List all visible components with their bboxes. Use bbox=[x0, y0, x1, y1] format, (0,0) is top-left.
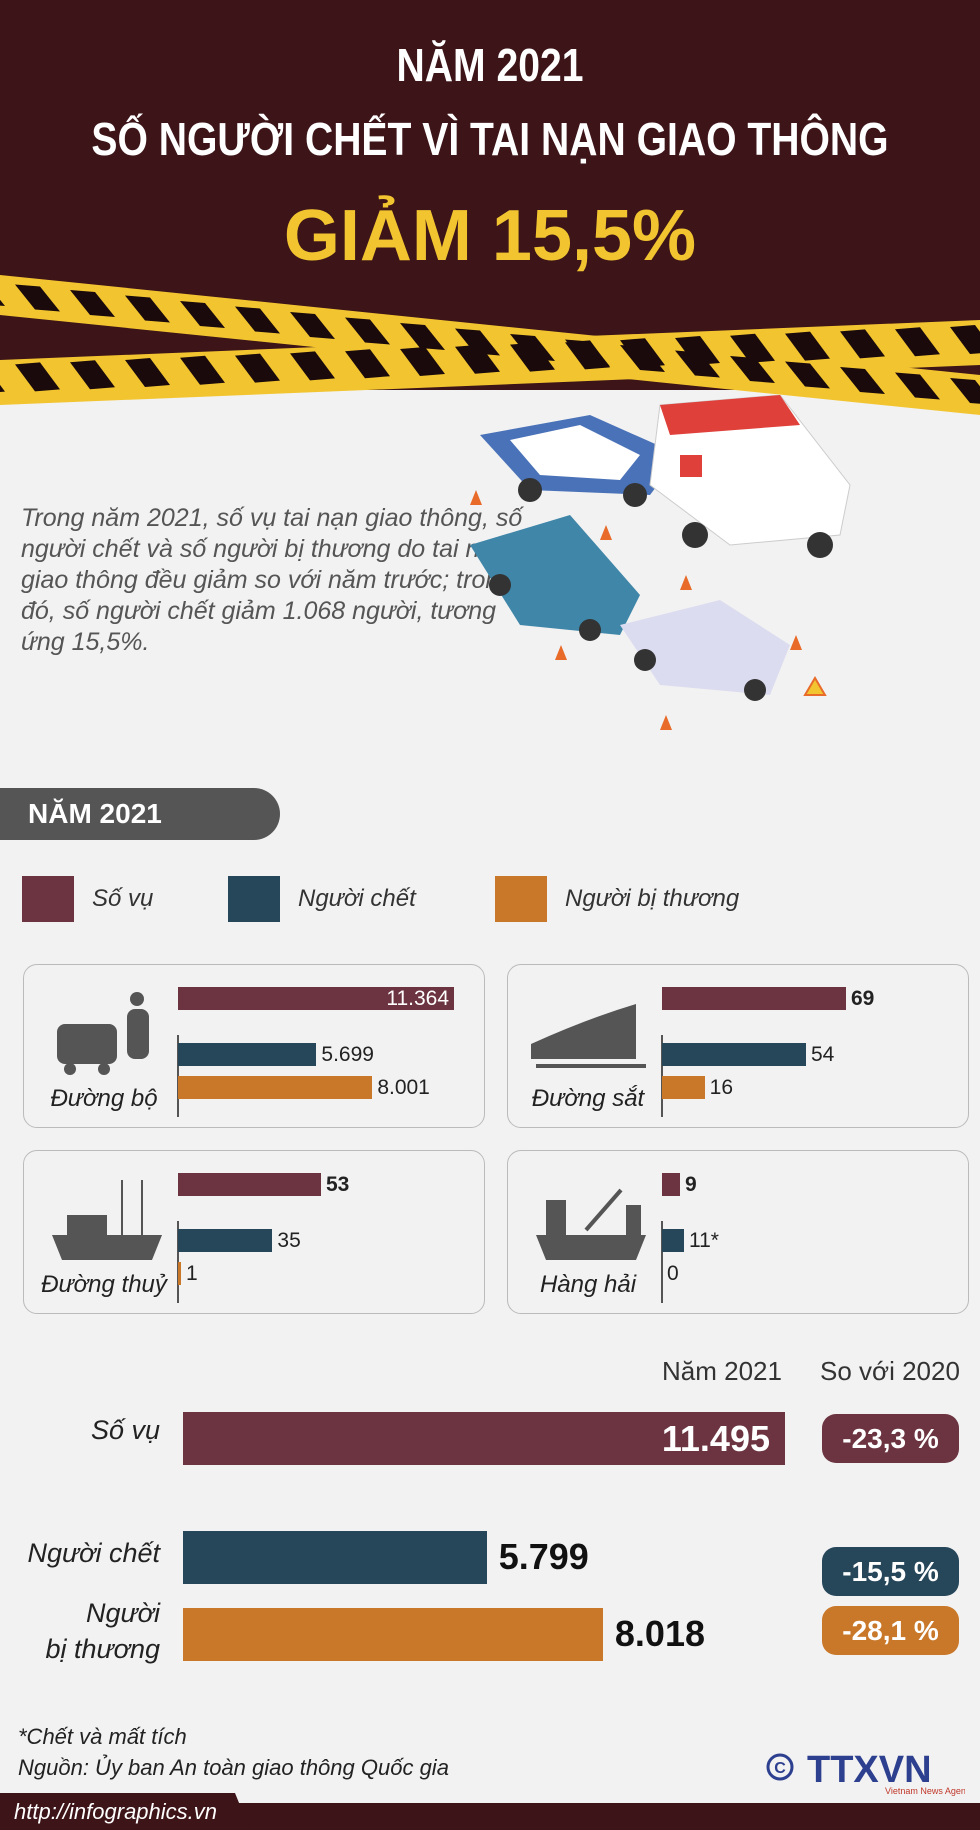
title-highlight: GIẢM 15,5% bbox=[283, 196, 697, 276]
crashed-car-icon bbox=[470, 515, 640, 641]
source: Nguồn: Ủy ban An toàn giao thông Quốc gi… bbox=[18, 1755, 449, 1780]
chart-box-1: Đường sắt 69 54 16 bbox=[507, 964, 969, 1128]
bar-cases bbox=[178, 987, 454, 1010]
row-label-injured-2: bị thương bbox=[45, 1634, 161, 1664]
bar-value-injured: 0 bbox=[667, 1262, 679, 1285]
white-car-icon bbox=[620, 600, 790, 701]
axis-line bbox=[661, 1221, 663, 1303]
total-bar-deaths bbox=[183, 1531, 487, 1584]
bar-value-cases: 11.364 bbox=[386, 987, 449, 1010]
bar-deaths bbox=[662, 1043, 806, 1066]
bar-value-cases: 69 bbox=[851, 987, 875, 1010]
boat-icon bbox=[52, 1180, 162, 1260]
footnote: *Chết và mất tích bbox=[18, 1724, 187, 1749]
chart-box-title: Đường sắt bbox=[531, 1085, 645, 1112]
chart-box-0: Đường bộ 11.364 5.699 8.001 bbox=[23, 964, 485, 1128]
axis-line bbox=[661, 1035, 663, 1117]
bar-value-deaths: 5.699 bbox=[321, 1043, 374, 1066]
bar-cases bbox=[662, 987, 846, 1010]
train-icon bbox=[531, 1004, 646, 1068]
chart-box-title: Hàng hải bbox=[539, 1271, 637, 1298]
col-header-change: So với 2020 bbox=[820, 1356, 960, 1386]
bar-value-cases: 53 bbox=[326, 1173, 350, 1196]
year-label: NĂM 2021 bbox=[0, 788, 280, 840]
legend-label: Người bị thương bbox=[565, 885, 740, 912]
warning-sign-icon bbox=[803, 676, 827, 696]
car-motorbike-icon bbox=[57, 992, 149, 1075]
total-bar-injured bbox=[183, 1608, 603, 1661]
total-value-cases: 11.495 bbox=[661, 1418, 770, 1459]
change-badge-deaths: -15,5 % bbox=[822, 1547, 959, 1596]
col-header-year: Năm 2021 bbox=[662, 1356, 782, 1386]
bar-cases bbox=[662, 1173, 680, 1196]
bar-injured bbox=[662, 1076, 705, 1099]
axis-line bbox=[177, 1035, 179, 1117]
bar-value-deaths: 35 bbox=[277, 1229, 301, 1252]
chart-box-3: Hàng hải 9 11* 0 bbox=[507, 1150, 969, 1314]
bar-deaths bbox=[662, 1229, 684, 1252]
legend-swatch bbox=[22, 876, 74, 922]
bar-value-injured: 1 bbox=[186, 1262, 198, 1285]
bar-injured bbox=[178, 1262, 181, 1285]
title-line1: NĂM 2021 bbox=[396, 39, 584, 91]
change-badge-injured: -28,1 % bbox=[822, 1606, 959, 1655]
chart-box-2: Đường thuỷ 53 35 1 bbox=[23, 1150, 485, 1314]
legend-injured: Người bị thương bbox=[495, 876, 739, 922]
cargo-ship-icon bbox=[536, 1188, 646, 1260]
total-value-injured: 8.018 bbox=[614, 1613, 705, 1654]
bar-injured bbox=[178, 1076, 373, 1099]
total-value-deaths: 5.799 bbox=[498, 1536, 589, 1577]
site-url[interactable]: http://infographics.vn bbox=[0, 1793, 250, 1830]
row-label-injured-1: Người bbox=[86, 1598, 160, 1628]
title-line2: SỐ NGƯỜI CHẾT VÌ TAI NẠN GIAO THÔNG bbox=[91, 113, 889, 165]
total-bar-cases bbox=[183, 1412, 785, 1465]
bar-value-injured: 16 bbox=[709, 1076, 734, 1099]
bar-deaths bbox=[178, 1229, 273, 1252]
legend-label: Người chết bbox=[298, 885, 416, 912]
police-car-icon bbox=[480, 415, 680, 507]
accident-illustration bbox=[470, 395, 851, 730]
bar-value-injured: 8.001 bbox=[377, 1076, 430, 1099]
bar-value-deaths: 11* bbox=[689, 1229, 719, 1252]
legend-cases: Số vụ bbox=[22, 876, 153, 922]
bar-deaths bbox=[178, 1043, 317, 1066]
legend-swatch bbox=[228, 876, 280, 922]
svg-text:Vietnam News Agency: Vietnam News Agency bbox=[885, 1786, 965, 1796]
svg-text:C: C bbox=[774, 1760, 786, 1777]
row-label-deaths: Người chết bbox=[27, 1538, 160, 1568]
svg-text:TTXVN: TTXVN bbox=[807, 1749, 932, 1791]
intro-text: Trong năm 2021, số vụ tai nạn giao thông… bbox=[21, 504, 523, 656]
ttxvn-logo: C TTXVN Vietnam News Agency bbox=[766, 1749, 965, 1796]
bar-value-cases: 9 bbox=[685, 1173, 697, 1196]
bar-cases bbox=[178, 1173, 321, 1196]
chart-box-title: Đường thuỷ bbox=[41, 1271, 167, 1298]
change-badge-cases: -23,3 % bbox=[822, 1414, 959, 1463]
legend-deaths: Người chết bbox=[228, 876, 416, 922]
traffic-cone-icon bbox=[470, 490, 802, 730]
legend-label: Số vụ bbox=[92, 885, 154, 912]
axis-line bbox=[177, 1221, 179, 1303]
hazard-tape bbox=[0, 275, 980, 415]
legend-swatch bbox=[495, 876, 547, 922]
bar-value-deaths: 54 bbox=[811, 1043, 835, 1066]
row-label-cases: Số vụ bbox=[90, 1415, 160, 1445]
ambulance-icon bbox=[649, 395, 851, 558]
chart-box-title: Đường bộ bbox=[50, 1085, 158, 1112]
